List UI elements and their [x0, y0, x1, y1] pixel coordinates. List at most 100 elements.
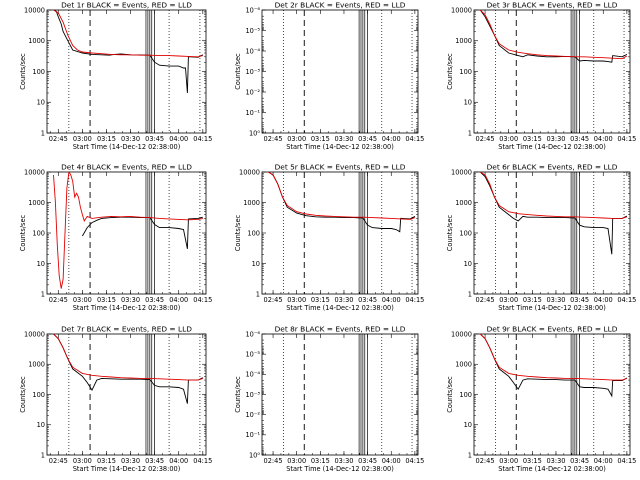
chart-title: Det 7r BLACK = Events, RED = LLD [61, 325, 192, 334]
x-tick-label: 04:00 [594, 296, 613, 304]
y-tick-label: 10⁰ [249, 129, 260, 137]
y-tick-label: 1 [256, 290, 260, 298]
y-tick-label: 10⁻⁶ [245, 330, 260, 338]
x-tick-label: 03:15 [523, 457, 542, 465]
y-tick-label: 1000 [28, 37, 45, 45]
x-tick-label: 03:00 [499, 296, 518, 304]
y-tick-label: 10⁻⁴ [245, 371, 260, 379]
y-tick-label: 10 [252, 260, 260, 268]
x-tick-label: 02:45 [476, 296, 495, 304]
chart-title: Det 3r BLACK = Events, RED = LLD [487, 1, 618, 10]
y-tick-label: 10000 [24, 330, 45, 338]
y-axis-label: Counts/sec [446, 376, 454, 413]
y-axis-label: Counts/sec [19, 214, 27, 251]
chart-panel-5: Det 5r BLACK = Events, RED = LLD 02:45 03:… [234, 163, 424, 313]
y-tick-label: 100 [32, 68, 45, 76]
x-axis-label: Start Time (14-Dec-12 02:38:00) [286, 143, 394, 151]
x-tick-label: 03:15 [311, 296, 330, 304]
y-tick-label: 10000 [24, 6, 45, 14]
chart-panel-8: Det 8r BLACK = Events, RED = LLD 02:45 03:… [234, 325, 424, 474]
x-tick-label: 03:30 [121, 135, 140, 143]
series-line-lld [268, 172, 416, 220]
x-tick-label: 04:15 [405, 296, 424, 304]
y-tick-label: 10⁻³ [245, 68, 260, 76]
x-tick-label: 04:15 [193, 457, 212, 465]
x-tick-label: 02:45 [264, 135, 283, 143]
x-tick-label: 03:45 [570, 296, 589, 304]
x-tick-label: 03:45 [358, 457, 377, 465]
y-tick-label: 10⁻⁴ [245, 47, 260, 55]
y-tick-label: 10000 [239, 168, 260, 176]
y-tick-label: 100 [459, 68, 472, 76]
y-tick-label: 1000 [455, 199, 472, 207]
x-tick-label: 04:15 [617, 457, 636, 465]
y-tick-label: 10 [464, 260, 472, 268]
y-axis-label: Counts/sec [234, 376, 242, 413]
y-tick-label: 10⁻² [245, 88, 260, 96]
y-tick-label: 10 [464, 421, 472, 429]
y-tick-label: 100 [247, 229, 260, 237]
y-tick-label: 1 [468, 290, 472, 298]
series-line-events [82, 216, 203, 249]
x-tick-label: 03:45 [358, 296, 377, 304]
x-tick-label: 04:15 [617, 135, 636, 143]
y-tick-label: 10⁻⁵ [245, 27, 260, 35]
x-tick-label: 03:15 [97, 296, 116, 304]
x-tick-label: 03:30 [546, 296, 565, 304]
chart-title: Det 6r BLACK = Events, RED = LLD [487, 163, 618, 172]
x-tick-label: 04:15 [405, 135, 424, 143]
chart-panel-1: Det 1r BLACK = Events, RED = LLD 02:45 03:… [19, 1, 212, 152]
x-tick-label: 03:45 [145, 296, 164, 304]
y-tick-label: 10000 [451, 330, 472, 338]
plot-frame [261, 9, 419, 134]
x-tick-label: 03:30 [121, 457, 140, 465]
y-tick-label: 100 [32, 229, 45, 237]
y-tick-label: 10⁻² [245, 411, 260, 419]
y-tick-label: 1000 [455, 361, 472, 369]
x-tick-label: 02:45 [476, 457, 495, 465]
x-tick-label: 03:15 [523, 135, 542, 143]
chart-panel-3: Det 3r BLACK = Events, RED = LLD 02:45 03:… [446, 1, 636, 152]
y-tick-label: 10 [37, 421, 45, 429]
x-tick-label: 03:45 [358, 135, 377, 143]
x-tick-label: 04:15 [193, 296, 212, 304]
x-tick-label: 03:15 [311, 457, 330, 465]
chart-title: Det 8r BLACK = Events, RED = LLD [275, 325, 406, 334]
x-tick-label: 03:45 [570, 457, 589, 465]
y-tick-label: 1 [468, 129, 472, 137]
x-tick-label: 03:45 [145, 135, 164, 143]
y-tick-label: 10⁻¹ [245, 109, 260, 117]
x-tick-label: 03:15 [311, 135, 330, 143]
x-tick-label: 03:45 [145, 457, 164, 465]
x-tick-label: 02:45 [264, 296, 283, 304]
x-axis-label: Start Time (14-Dec-12 02:38:00) [73, 143, 181, 151]
x-tick-label: 04:00 [382, 296, 401, 304]
plot-frame [261, 333, 419, 456]
y-axis-label: Counts/sec [19, 376, 27, 413]
y-axis-label: Counts/sec [19, 53, 27, 90]
y-tick-label: 10 [37, 260, 45, 268]
y-axis-label: Counts/sec [446, 214, 454, 251]
y-tick-label: 10⁰ [249, 451, 260, 459]
y-tick-label: 1000 [28, 361, 45, 369]
x-tick-label: 03:30 [334, 135, 353, 143]
x-tick-label: 03:30 [546, 457, 565, 465]
plot-frame [46, 333, 207, 456]
x-tick-label: 03:15 [523, 296, 542, 304]
y-tick-label: 100 [459, 229, 472, 237]
x-tick-label: 03:15 [97, 457, 116, 465]
x-axis-label: Start Time (14-Dec-12 02:38:00) [498, 304, 606, 312]
x-tick-label: 03:00 [499, 135, 518, 143]
series-line-events [53, 10, 204, 94]
chart-title: Det 9r BLACK = Events, RED = LLD [487, 325, 618, 334]
x-tick-label: 03:00 [499, 457, 518, 465]
x-tick-label: 02:45 [49, 296, 68, 304]
series-line-events [268, 172, 416, 233]
x-tick-label: 02:45 [49, 457, 68, 465]
plot-frame [46, 9, 207, 134]
chart-title: Det 2r BLACK = Events, RED = LLD [275, 1, 406, 10]
chart-panel-7: Det 7r BLACK = Events, RED = LLD 02:45 03:… [19, 325, 212, 474]
chart-panel-2: Det 2r BLACK = Events, RED = LLD 02:45 03:… [234, 1, 424, 152]
y-tick-label: 1 [468, 451, 472, 459]
series-line-events [479, 334, 628, 398]
